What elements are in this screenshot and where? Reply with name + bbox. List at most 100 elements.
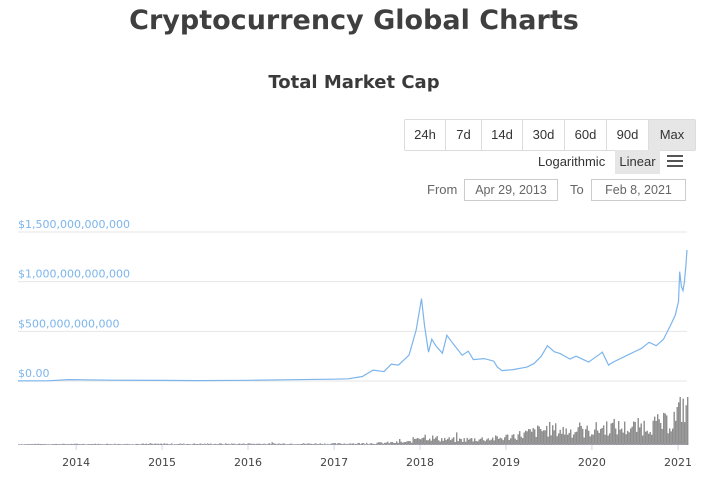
volume-bar (549, 422, 551, 445)
volume-bar (271, 442, 273, 445)
y-tick-label: $500,000,000,000 (18, 317, 119, 330)
volume-bar (571, 437, 573, 445)
volume-bar (658, 419, 660, 445)
volume-bar (169, 444, 171, 445)
volume-bar (349, 443, 351, 445)
volume-bar (274, 443, 276, 445)
volume-bar (681, 421, 683, 445)
scale-logarithmic-button[interactable]: Logarithmic (538, 154, 606, 169)
volume-bar (370, 443, 372, 445)
volume-bar (439, 441, 441, 445)
volume-bar (463, 438, 465, 445)
volume-bar (325, 444, 327, 445)
range-button-24h[interactable]: 24h (405, 120, 446, 150)
scale-linear-button[interactable]: Linear (615, 150, 660, 174)
volume-bar (489, 440, 491, 445)
x-tick-label: 2016 (234, 456, 262, 469)
volume-bar (109, 444, 111, 445)
volume-bar (166, 443, 168, 445)
volume-bar (651, 434, 653, 445)
volume-bar (633, 421, 635, 445)
range-button-30d[interactable]: 30d (523, 120, 565, 150)
range-button-14d[interactable]: 14d (482, 120, 523, 150)
from-date-input[interactable] (464, 179, 558, 201)
volume-bar (328, 444, 330, 445)
volume-bar (226, 444, 228, 445)
volume-bar (286, 444, 288, 445)
volume-bar (259, 443, 261, 445)
volume-bar (511, 434, 513, 445)
volume-bar (397, 442, 399, 445)
volume-bar (676, 407, 678, 445)
range-button-7d[interactable]: 7d (446, 120, 482, 150)
volume-bar (555, 423, 557, 445)
volume-bar (540, 429, 542, 445)
volume-bar (402, 442, 404, 445)
volume-bar (106, 443, 108, 445)
volume-bar (544, 430, 546, 445)
volume-bar (172, 444, 174, 445)
volume-bar (490, 439, 492, 445)
range-button-90d[interactable]: 90d (607, 120, 649, 150)
volume-bar (567, 434, 569, 445)
volume-bar (94, 443, 96, 445)
volume-bar (406, 441, 408, 445)
volume-bar (337, 443, 339, 445)
volume-bar (378, 442, 380, 445)
volume-bar (235, 444, 237, 445)
volume-bar (465, 441, 467, 445)
volume-bar (238, 443, 240, 445)
volume-bar (433, 438, 435, 445)
volume-bar (469, 438, 471, 445)
volume-bar (307, 443, 309, 445)
range-button-max[interactable]: Max (649, 120, 695, 150)
volume-bar (430, 440, 432, 445)
volume-bar (645, 431, 647, 445)
volume-bar (652, 420, 654, 445)
volume-bar (640, 423, 642, 445)
volume-bar (130, 444, 132, 445)
volume-bar (534, 429, 536, 445)
volume-bar (517, 434, 519, 445)
volume-bar (471, 438, 473, 445)
volume-bar (484, 441, 486, 445)
volume-bar (160, 443, 162, 445)
volume-bar (576, 431, 578, 445)
volume-bar (594, 429, 596, 445)
volume-bar (574, 432, 576, 445)
volume-bar (310, 443, 312, 445)
volume-bar (67, 444, 69, 445)
volume-bar (687, 397, 689, 445)
hamburger-menu-icon[interactable] (667, 155, 683, 167)
volume-bar (477, 441, 479, 445)
volume-bar (43, 444, 45, 445)
volume-bar (472, 441, 474, 445)
volume-bar (610, 423, 612, 445)
volume-bar (613, 419, 615, 445)
volume-bar (493, 440, 495, 445)
volume-bar (426, 440, 428, 445)
volume-bar (616, 434, 618, 445)
volume-bar (447, 438, 449, 445)
market-cap-line (17, 249, 688, 382)
volume-bar (405, 442, 407, 445)
volume-bar (495, 435, 497, 445)
volume-bar (19, 444, 21, 445)
volume-bar (418, 438, 420, 445)
volume-bar (603, 425, 605, 445)
volume-bar (615, 428, 617, 445)
y-tick-label: $0.00 (18, 367, 50, 380)
volume-bar (304, 443, 306, 445)
volume-bar (460, 439, 462, 445)
volume-bar (115, 444, 117, 445)
range-button-60d[interactable]: 60d (565, 120, 607, 150)
volume-bar (76, 443, 78, 445)
volume-bar (568, 432, 570, 445)
volume-bar (510, 438, 512, 445)
to-date-input[interactable] (591, 179, 686, 201)
volume-bar (654, 416, 656, 445)
volume-bar (358, 442, 360, 445)
volume-bar (223, 444, 225, 445)
volume-bar (417, 438, 419, 445)
volume-bar (190, 444, 192, 445)
